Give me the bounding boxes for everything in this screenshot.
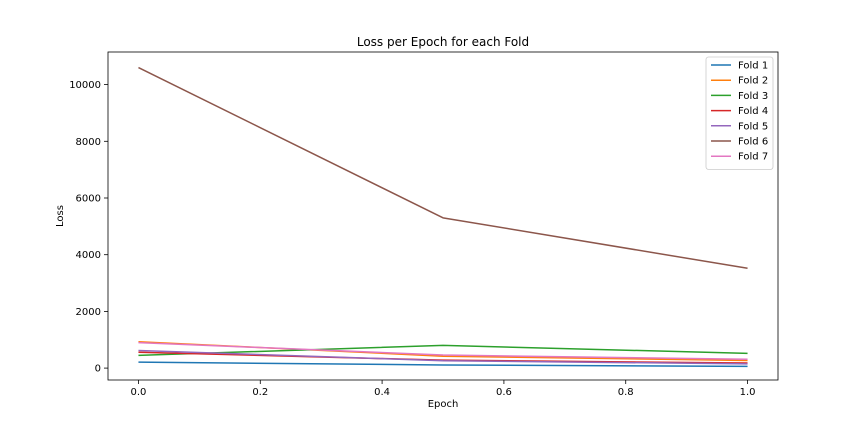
legend-entry-fold-5: Fold 5 — [738, 121, 768, 132]
x-axis-label: Epoch — [428, 399, 459, 410]
legend-entry-fold-7: Fold 7 — [738, 152, 768, 163]
y-axis-label: Loss — [55, 205, 66, 227]
legend-entry-fold-6: Fold 6 — [738, 137, 768, 148]
x-tick-label: 0.4 — [374, 387, 390, 398]
y-tick-label: 8000 — [76, 137, 101, 148]
x-axis: 0.0 0.2 0.4 0.6 0.8 1.0 — [131, 380, 756, 398]
x-tick-label: 0.2 — [252, 387, 268, 398]
legend: Fold 1 Fold 2 Fold 3 Fold 4 Fold 5 Fold 6 Fold… — [705, 56, 774, 170]
chart-title: Loss per Epoch for each Fold — [357, 35, 529, 49]
y-tick-label: 2000 — [76, 307, 101, 318]
legend-entry-fold-4: Fold 4 — [738, 106, 768, 117]
x-tick-label: 0.6 — [496, 387, 512, 398]
series-line-fold-7 — [138, 341, 748, 361]
y-tick-label: 6000 — [76, 193, 101, 204]
series-line-fold-6 — [138, 66, 748, 270]
series-line-fold-1 — [138, 361, 748, 368]
y-tick-label: 0 — [95, 364, 101, 375]
x-tick-label: 1.0 — [740, 387, 756, 398]
series-line-fold-3 — [138, 344, 748, 357]
y-tick-label: 4000 — [76, 250, 101, 261]
y-tick-label: 10000 — [69, 80, 101, 91]
x-tick-label: 0.8 — [618, 387, 634, 398]
legend-entry-fold-2: Fold 2 — [738, 76, 768, 87]
plot-frame — [107, 51, 779, 381]
x-tick-label: 0.0 — [131, 387, 147, 398]
series-line-fold-5 — [138, 349, 748, 365]
legend-entry-fold-3: Fold 3 — [738, 91, 768, 102]
y-axis: 0 2000 4000 6000 8000 10000 — [69, 80, 108, 375]
legend-entry-fold-1: Fold 1 — [738, 61, 768, 72]
series-group — [138, 66, 748, 368]
